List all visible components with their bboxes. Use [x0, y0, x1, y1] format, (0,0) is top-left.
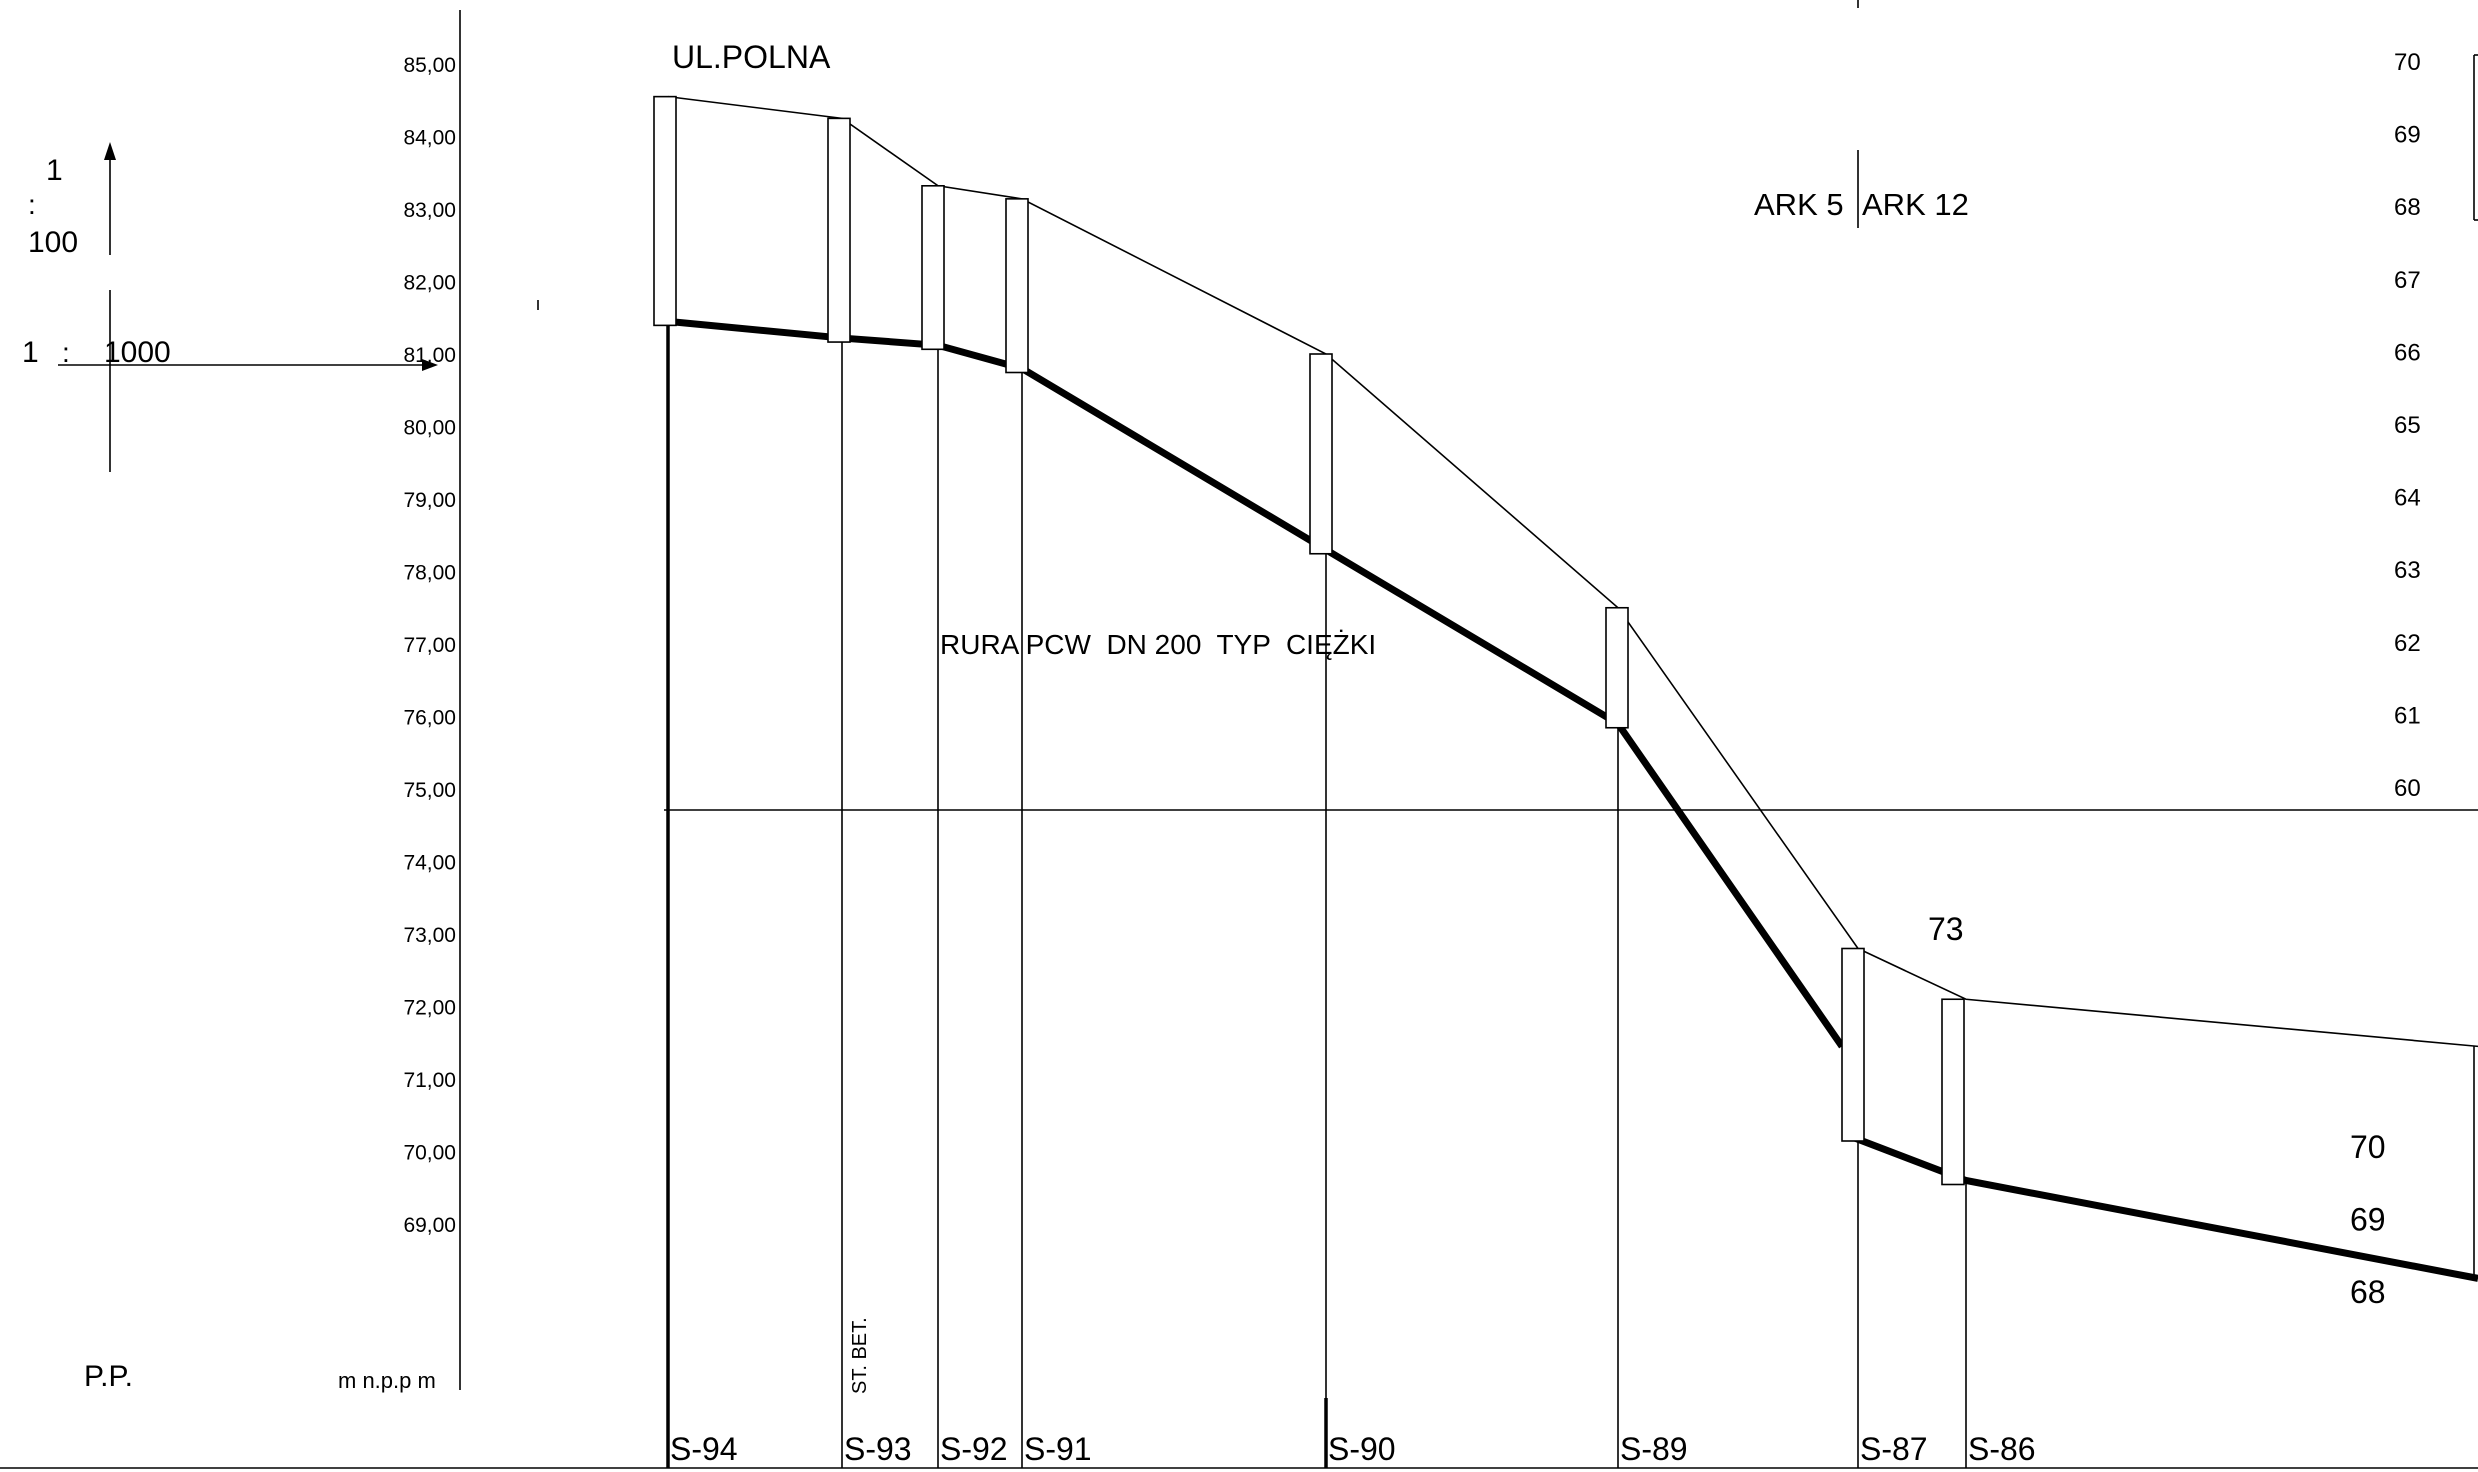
left-axis-tick-label: 76,00 — [403, 707, 456, 730]
right-axis-tick-label: 64 — [2394, 485, 2421, 512]
lower-right-tick-label: 70 — [2350, 1129, 2386, 1165]
manhole-well — [1841, 947, 1865, 1142]
street-label: UL.POLNA — [672, 39, 831, 75]
manhole-label: S-90 — [1328, 1431, 1396, 1467]
left-axis-tick-label: 81,00 — [403, 344, 456, 367]
horizontal-scale-numerator: 1 — [22, 336, 39, 369]
left-axis-tick-label: 72,00 — [403, 997, 456, 1020]
manhole-label: S-92 — [940, 1431, 1008, 1467]
left-axis-tick-label: 75,00 — [403, 779, 456, 802]
scale-indicator: 1 : 100 1 : 1000 — [22, 142, 539, 472]
manhole-wells — [653, 95, 2475, 1279]
lower-right-elevation-labels: 70 69 68 — [2350, 1129, 2386, 1310]
vertical-scale-colon: : — [28, 189, 36, 220]
manhole-labels: S-94 S-93 S-92 S-91 S-90 S-89 S-87 S-86 — [670, 1431, 2036, 1467]
datum-label: P.P. — [84, 1360, 133, 1393]
manhole-well — [1941, 998, 1965, 1186]
right-edge-marks — [2473, 54, 2478, 221]
manhole-label: S-87 — [1860, 1431, 1928, 1467]
manhole-label: S-94 — [670, 1431, 738, 1467]
manhole-well — [921, 185, 945, 351]
manhole-well — [1309, 353, 1333, 555]
right-axis-tick-label: 62 — [2394, 630, 2421, 657]
left-axis-tick-label: 78,00 — [403, 562, 456, 585]
left-axis-tick-label: 82,00 — [403, 272, 456, 295]
left-axis-tick-label: 74,00 — [403, 852, 456, 875]
invert-segment-lower — [1850, 1133, 2478, 1282]
left-axis-tick-label: 69,00 — [403, 1214, 456, 1237]
vertical-scale-numerator: 1 — [46, 154, 63, 187]
manhole-well — [1005, 198, 1029, 374]
right-axis-tick-label: 67 — [2394, 267, 2421, 294]
right-axis-tick-label: 63 — [2394, 557, 2421, 584]
manhole-label: S-91 — [1024, 1431, 1092, 1467]
invert-segment-upper — [667, 317, 1845, 1049]
material-label: ST. BET. — [849, 1317, 871, 1394]
manhole-label: S-89 — [1620, 1431, 1688, 1467]
lower-right-tick-label: 69 — [2350, 1202, 2386, 1238]
right-axis-tick-label: 66 — [2394, 339, 2421, 366]
left-axis-tick-label: 80,00 — [403, 417, 456, 440]
pipe-label: RURA PCW DN 200 TYP CIĘŻKI — [940, 629, 1376, 660]
left-elevation-axis: 85,00 84,00 83,00 82,00 81,00 80,00 79,00 78,00… — [84, 10, 461, 1393]
pipe-invert-line — [667, 317, 2478, 1282]
right-axis-tick-label: 61 — [2394, 702, 2421, 729]
right-elevation-labels: 70 69 68 67 66 65 64 63 62 61 60 — [2394, 49, 2421, 802]
horizontal-scale-denominator: 1000 — [104, 336, 171, 369]
manhole-drop-lines — [666, 321, 1967, 1468]
segment-label: 73 — [1928, 911, 1964, 947]
lower-right-tick-label: 68 — [2350, 1274, 2386, 1310]
manhole-well — [653, 95, 677, 327]
left-axis-tick-label: 83,00 — [403, 199, 456, 222]
left-axis-tick-label: 77,00 — [403, 634, 456, 657]
left-axis-tick-label: 73,00 — [403, 924, 456, 947]
right-axis-tick-label: 60 — [2394, 775, 2421, 802]
manhole-well — [827, 117, 851, 343]
elevation-unit-label: m n.p.p m — [338, 1368, 436, 1393]
right-axis-tick-label: 68 — [2394, 194, 2421, 221]
right-axis-tick-label: 65 — [2394, 412, 2421, 439]
horizontal-scale-colon: : — [62, 337, 70, 368]
left-axis-tick-label: 70,00 — [403, 1142, 456, 1165]
right-axis-tick-label: 69 — [2394, 122, 2421, 149]
manhole-label: S-93 — [844, 1431, 912, 1467]
manhole-label: S-86 — [1968, 1431, 2036, 1467]
sheet-label-left: ARK 5 — [1754, 187, 1844, 222]
sheet-boundary: ARK 5 ARK 12 — [1754, 0, 1969, 228]
sheet-label-right: ARK 12 — [1862, 187, 1969, 222]
left-axis-tick-label: 85,00 — [403, 54, 456, 77]
right-axis-tick-label: 70 — [2394, 49, 2421, 76]
left-axis-tick-label: 84,00 — [403, 127, 456, 150]
left-axis-tick-label: 71,00 — [403, 1069, 456, 1092]
manhole-well — [1605, 606, 1629, 729]
left-axis-tick-label: 79,00 — [403, 489, 456, 512]
vertical-scale-denominator: 100 — [28, 226, 78, 259]
